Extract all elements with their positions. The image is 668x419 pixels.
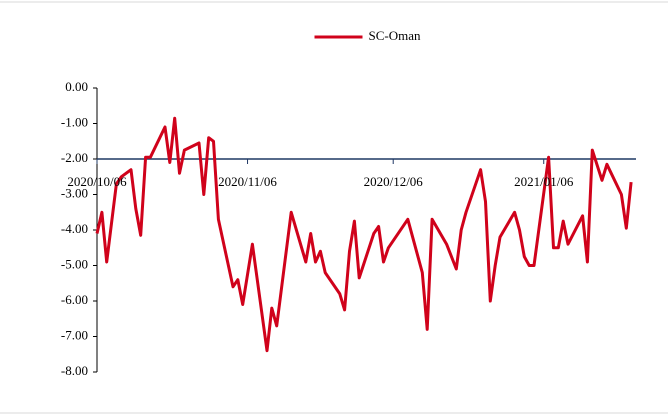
- y-tick-label: -1.00: [61, 114, 88, 129]
- y-tick-label: -7.00: [61, 327, 88, 342]
- y-tick-label: 0.00: [65, 79, 88, 94]
- y-tick-label: -5.00: [61, 256, 88, 271]
- y-tick-label: -6.00: [61, 292, 88, 307]
- y-tick-label: -3.00: [61, 185, 88, 200]
- x-tick-label: 2020/10/06: [67, 174, 127, 189]
- legend-label: SC-Oman: [369, 28, 422, 43]
- y-tick-label: -4.00: [61, 221, 88, 236]
- x-tick-label: 2020/11/06: [218, 174, 277, 189]
- y-tick-label: -2.00: [61, 150, 88, 165]
- x-tick-label: 2020/12/06: [364, 174, 424, 189]
- y-tick-label: -8.00: [61, 363, 88, 378]
- x-tick-label: 2021/01/06: [514, 174, 574, 189]
- data-line: [95, 116, 633, 353]
